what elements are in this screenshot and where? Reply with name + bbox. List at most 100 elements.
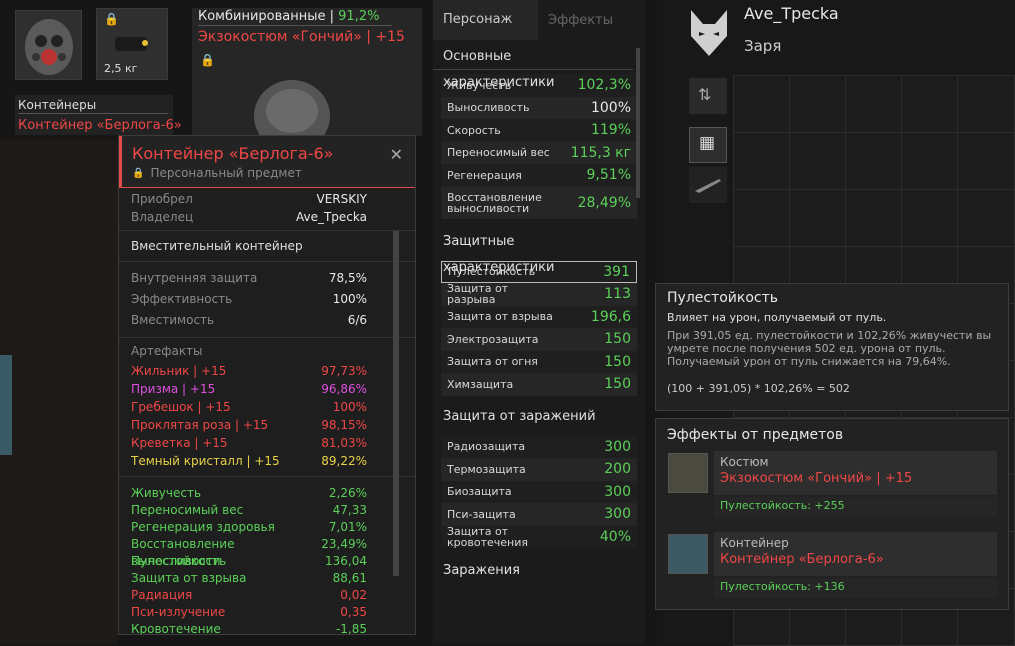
lock-icon: 🔒 — [104, 12, 119, 26]
stat-label: Пси-защита — [447, 507, 516, 521]
effect-item[interactable]: Контейнер Контейнер «Берлога-6» Пулестойко… — [656, 532, 1008, 613]
stat-label: Восстановление выносливости — [447, 190, 542, 215]
stat-row[interactable]: Пси-защита 300 — [441, 503, 637, 526]
popup-scrollbar[interactable] — [393, 231, 399, 576]
stat-label: Пулестойкость — [448, 265, 536, 279]
artifact-name: Проклятая роза | +15 — [131, 418, 269, 432]
container-popup: Контейнер «Берлога-6» 🔒 Персональный пре… — [118, 135, 416, 635]
bonus-name: Живучесть — [131, 486, 202, 500]
scene-background — [0, 140, 118, 644]
inventory-cell[interactable] — [733, 189, 791, 247]
bonus-row: Восстановление выносливости 23,49% — [119, 536, 415, 568]
stat-row[interactable]: Пулестойкость 391 — [441, 260, 637, 283]
device-slot[interactable]: 🔒 2,5 кг — [96, 8, 168, 80]
stat-value: 300 — [604, 438, 631, 455]
inventory-cell[interactable] — [957, 132, 1015, 190]
stat-row[interactable]: Живучесть 102,3% — [441, 74, 637, 97]
stat-value: 300 — [604, 483, 631, 500]
containers-section: Контейнеры Контейнер «Берлога-6» — [15, 95, 182, 135]
stat-label: Выносливость — [447, 101, 530, 115]
artifact-value: 98,15% — [321, 418, 367, 432]
stat-row[interactable]: Химзащита 150 — [441, 373, 637, 396]
artifact-row[interactable]: Жильник | +15 97,73% — [119, 362, 415, 380]
bonus-value: 0,35 — [340, 605, 367, 619]
containers-title: Контейнеры — [18, 98, 97, 112]
bonus-row: Кровотечение -1,85 — [119, 621, 415, 635]
bonus-value: -1,85 — [335, 622, 367, 635]
stat-row[interactable]: Термозащита 200 — [441, 458, 637, 481]
sort-button[interactable]: ⇅ — [689, 78, 727, 114]
grid-view-button[interactable]: ▦ — [689, 127, 727, 163]
inventory-cell[interactable] — [957, 189, 1015, 247]
effect-bonus: Пулестойкость: +255 — [714, 497, 997, 517]
bonus-value: 88,61 — [332, 571, 367, 585]
stat-row[interactable]: Выносливость 100% — [441, 96, 637, 119]
artifact-row[interactable]: Гребешок | +15 100% — [119, 398, 415, 416]
grid-icon: ▦ — [699, 133, 716, 153]
effect-item[interactable]: Костюм Экзокостюм «Гончий» | +15 Пулестойк… — [656, 451, 1008, 532]
bonus-value: 0,02 — [340, 588, 367, 602]
container-thumb-icon — [668, 534, 708, 574]
stat-row[interactable]: Защита от взрыва 196,6 — [441, 305, 637, 328]
artifact-value: 96,86% — [321, 382, 367, 396]
stat-label: Живучесть — [447, 78, 512, 92]
tab-effects[interactable]: Эффекты — [548, 12, 613, 28]
inventory-cell[interactable] — [845, 189, 903, 247]
inventory-cell[interactable] — [901, 132, 959, 190]
mask-slot[interactable] — [15, 10, 82, 80]
inventory-cell[interactable] — [845, 132, 903, 190]
stat-row[interactable]: Скорость 119% — [441, 119, 637, 142]
stat-row[interactable]: Защита от разрыва 113 — [441, 283, 637, 306]
stat-row[interactable]: Переносимый вес 115,3 кг — [441, 141, 637, 164]
effect-category: Контейнер — [720, 536, 789, 550]
info-row: Приобрел VERSKIY — [131, 192, 367, 206]
info-row: Владелец Ave_Трecka — [131, 210, 367, 224]
stats-panel: Персонаж Эффекты Основные характеристики… — [433, 0, 645, 644]
inventory-cell[interactable] — [733, 75, 791, 133]
stat-label: Регенерация — [447, 168, 522, 182]
stat-row[interactable]: Регенерация 9,51% — [441, 164, 637, 187]
stat-row[interactable]: Защита от кровотечения 40% — [441, 525, 637, 548]
stat-value: 102,3% — [577, 77, 631, 94]
stat-row[interactable]: Биозащита 300 — [441, 480, 637, 503]
container-item-name[interactable]: Контейнер «Берлога-6» — [18, 118, 182, 133]
close-icon[interactable]: ✕ — [389, 145, 403, 164]
inventory-cell[interactable] — [901, 189, 959, 247]
artifact-row[interactable]: Призма | +15 96,86% — [119, 380, 415, 398]
stat-row[interactable]: Защита от огня 150 — [441, 350, 637, 373]
tooltip-title: Пулестойкость — [667, 290, 779, 306]
stat-label: Защита от огня — [447, 355, 538, 369]
lock-icon: 🔒 — [200, 53, 215, 67]
suit-thumb-icon — [668, 453, 708, 493]
bonus-value: 136,04 — [325, 554, 367, 568]
inventory-cell[interactable] — [845, 75, 903, 133]
stats-scrollbar[interactable] — [636, 48, 640, 198]
stat-label: Защита от разрыва — [447, 282, 509, 307]
inventory-cell[interactable] — [789, 132, 847, 190]
stat-row[interactable]: Электрозащита 150 — [441, 328, 637, 351]
effect-item-name: Контейнер «Берлога-6» — [720, 552, 884, 567]
combo-value: 91,2% — [338, 9, 380, 24]
weapon-filter-button[interactable] — [689, 167, 727, 203]
stat-value: 300 — [604, 506, 631, 523]
inventory-cell[interactable] — [733, 132, 791, 190]
artifact-name: Темный кристалл | +15 — [131, 454, 280, 468]
inventory-cell[interactable] — [957, 75, 1015, 133]
artifact-value: 89,22% — [321, 454, 367, 468]
stat-label: Скорость — [447, 123, 501, 137]
tab-character[interactable]: Персонаж — [433, 0, 538, 40]
suit-slot[interactable]: Комбинированные | 91,2% Экзокостюм «Гонч… — [192, 8, 422, 136]
artifact-row[interactable]: Темный кристалл | +15 89,22% — [119, 452, 415, 470]
artifact-row[interactable]: Проклятая роза | +15 98,15% — [119, 416, 415, 434]
stat-label: Радиозащита — [447, 440, 526, 454]
inventory-cell[interactable] — [789, 189, 847, 247]
inventory-cell[interactable] — [901, 75, 959, 133]
item-effects-panel: Эффекты от предметов Костюм Экзокостюм «Г… — [655, 418, 1009, 610]
bonus-value: 47,33 — [332, 503, 367, 517]
stat-row[interactable]: Восстановление выносливости 28,49% — [441, 186, 637, 219]
artifact-row[interactable]: Креветка | +15 81,03% — [119, 434, 415, 452]
bonus-row: Пси-излучение 0,35 — [119, 604, 415, 621]
stat-row[interactable]: Радиозащита 300 — [441, 435, 637, 458]
inventory-cell[interactable] — [789, 75, 847, 133]
bonus-name: Восстановление выносливости — [131, 537, 235, 568]
